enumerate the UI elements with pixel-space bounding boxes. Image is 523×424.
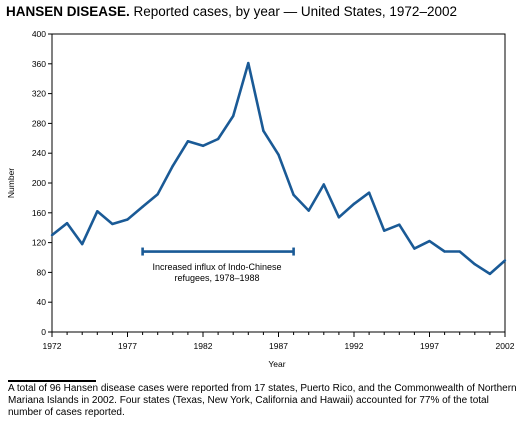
data-point xyxy=(50,233,54,237)
y-tick-label: 0 xyxy=(41,327,46,337)
refugee-influx-annotation: Increased influx of Indo-Chinese refugee… xyxy=(141,247,295,283)
data-point xyxy=(307,209,310,212)
data-point xyxy=(352,202,356,206)
y-tick-label: 240 xyxy=(32,148,46,158)
x-tick-label: 1977 xyxy=(118,341,137,351)
data-point xyxy=(216,137,220,141)
y-tick-label: 200 xyxy=(32,178,46,188)
y-tick-label: 80 xyxy=(37,267,47,277)
data-point xyxy=(186,140,190,143)
data-point xyxy=(262,129,265,133)
x-tick-label: 1972 xyxy=(43,341,62,351)
data-point xyxy=(156,192,159,196)
x-tick-label: 2002 xyxy=(496,341,515,351)
data-point xyxy=(413,247,416,250)
x-axis-label: Year xyxy=(268,359,285,369)
data-point xyxy=(383,229,386,232)
data-point xyxy=(247,61,250,65)
data-point xyxy=(232,114,235,118)
y-tick-label: 320 xyxy=(32,89,46,99)
x-tick-label: 1987 xyxy=(269,341,288,351)
data-point xyxy=(96,210,99,213)
annotation-line-2: refugees, 1978–1988 xyxy=(174,273,259,283)
annotation-line-1: Increased influx of Indo-Chinese xyxy=(152,262,281,272)
data-point xyxy=(201,144,205,147)
x-tick-label: 1982 xyxy=(194,341,213,351)
data-point xyxy=(141,205,144,209)
data-point xyxy=(277,153,280,156)
data-point xyxy=(503,259,507,262)
series-layer xyxy=(50,61,507,276)
data-point xyxy=(367,191,371,194)
y-axis-label: Number xyxy=(6,168,16,198)
y-tick-label: 280 xyxy=(32,118,46,128)
data-point xyxy=(488,272,492,276)
y-tick-label: 360 xyxy=(32,59,46,69)
data-point xyxy=(65,222,69,225)
y-tick-label: 120 xyxy=(32,238,46,248)
y-tick-label: 160 xyxy=(32,208,46,218)
data-point xyxy=(292,193,295,197)
data-point xyxy=(322,183,325,186)
data-point xyxy=(443,250,446,253)
plot-frame xyxy=(51,33,506,333)
data-point xyxy=(81,242,84,246)
axes xyxy=(51,33,506,333)
footnote-divider xyxy=(8,380,96,382)
y-axis-ticks: 0 40 80 120 160 200 240 280 320 360 400 xyxy=(32,29,52,337)
x-axis-ticks: 1972 1977 1982 1987 1992 1997 2002 xyxy=(43,332,515,351)
x-tick-label: 1992 xyxy=(345,341,364,351)
data-point xyxy=(337,216,341,219)
y-tick-label: 400 xyxy=(32,29,46,39)
chart-title: HANSEN DISEASE. Reported cases, by year … xyxy=(6,4,457,19)
data-point xyxy=(126,218,129,221)
y-tick-label: 40 xyxy=(37,297,47,307)
x-tick-label: 1997 xyxy=(420,341,439,351)
data-point xyxy=(398,223,401,226)
series-line xyxy=(51,61,506,276)
data-point xyxy=(473,263,476,266)
chart-title-rest: Reported cases, by year — United States,… xyxy=(129,4,457,19)
data-point xyxy=(111,222,114,226)
chart-title-bold: HANSEN DISEASE. xyxy=(6,4,130,19)
data-point xyxy=(458,250,461,253)
data-point xyxy=(171,164,174,168)
data-point xyxy=(428,239,431,243)
footnote: A total of 96 Hansen disease cases were … xyxy=(8,383,517,418)
